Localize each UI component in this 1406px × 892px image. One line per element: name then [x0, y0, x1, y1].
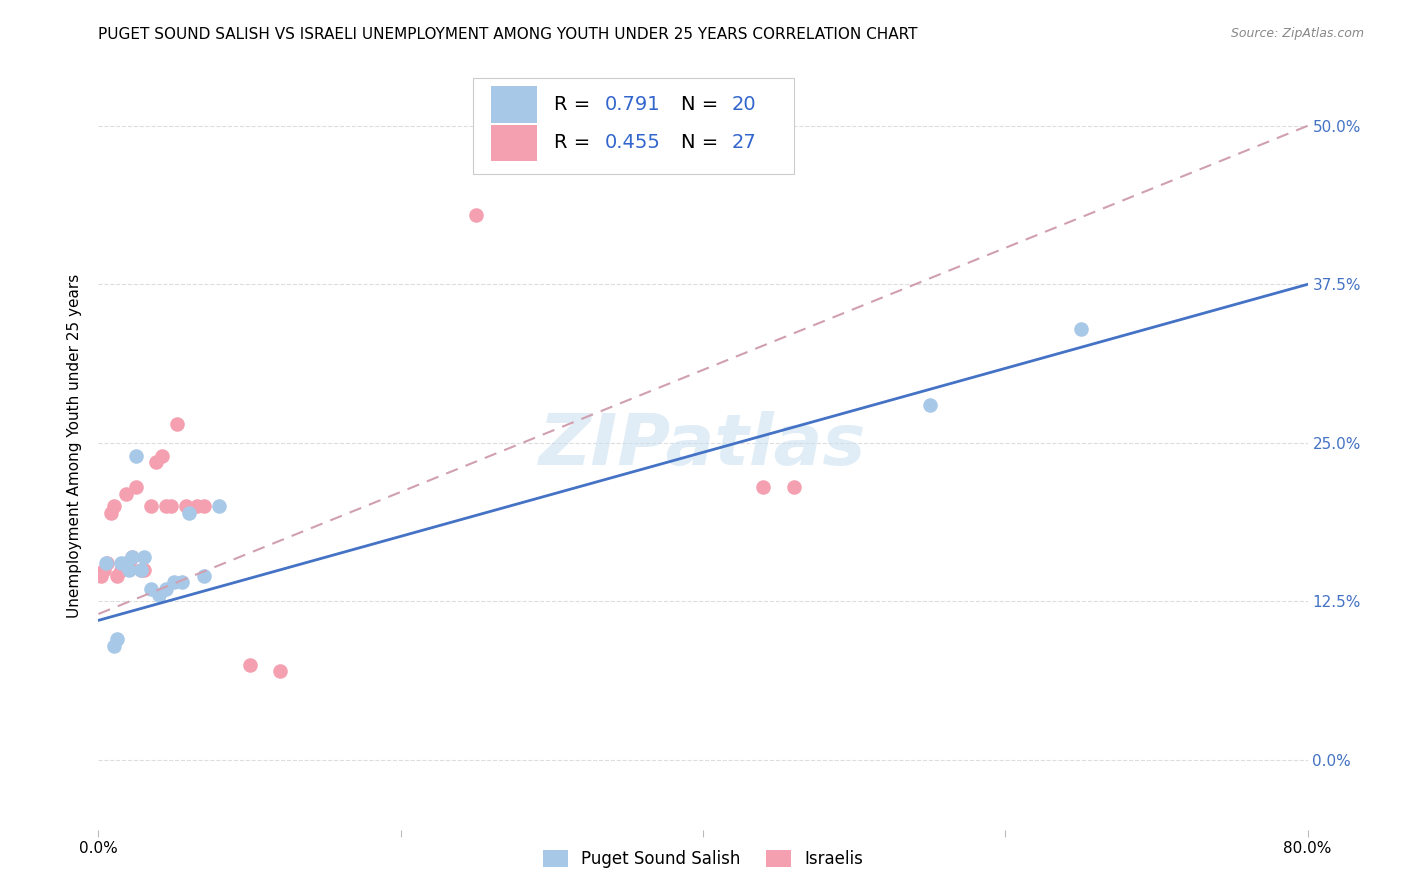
Text: 0.791: 0.791: [605, 95, 661, 114]
Point: [132, 549, 155, 564]
FancyBboxPatch shape: [474, 78, 793, 174]
Point: [90, 569, 112, 583]
Point: [110, 556, 132, 570]
Point: [114, 556, 136, 570]
Point: [125, 480, 148, 494]
Point: [163, 575, 186, 590]
Point: [193, 569, 215, 583]
Text: R =: R =: [554, 134, 596, 153]
Point: [96, 556, 118, 570]
Text: 20: 20: [733, 95, 756, 114]
Point: [93, 563, 115, 577]
Point: [186, 500, 208, 514]
Text: N =: N =: [682, 134, 724, 153]
Point: [174, 500, 197, 514]
Point: [103, 639, 125, 653]
Point: [269, 664, 291, 678]
Point: [783, 480, 806, 494]
Point: [145, 455, 167, 469]
Point: [166, 417, 188, 431]
Point: [179, 506, 201, 520]
Point: [125, 449, 148, 463]
Text: 0.455: 0.455: [605, 134, 661, 153]
Point: [121, 549, 143, 564]
Point: [129, 563, 152, 577]
Point: [103, 500, 125, 514]
Point: [148, 588, 170, 602]
Point: [118, 556, 141, 570]
FancyBboxPatch shape: [492, 125, 537, 161]
Point: [239, 657, 262, 672]
Point: [141, 500, 163, 514]
Point: [129, 563, 152, 577]
Point: [141, 582, 163, 596]
Point: [160, 500, 183, 514]
FancyBboxPatch shape: [492, 87, 537, 123]
Point: [918, 398, 941, 412]
Point: [170, 575, 193, 590]
Point: [465, 208, 488, 222]
Point: [118, 563, 141, 577]
Point: [155, 582, 177, 596]
Point: [132, 563, 155, 577]
Text: N =: N =: [682, 95, 724, 114]
Point: [94, 556, 117, 570]
Point: [208, 500, 231, 514]
Point: [121, 549, 143, 564]
Point: [193, 500, 215, 514]
Point: [100, 506, 122, 520]
Point: [114, 486, 136, 500]
Text: ZIPatlas: ZIPatlas: [540, 411, 866, 481]
Text: 27: 27: [733, 134, 756, 153]
Text: PUGET SOUND SALISH VS ISRAELI UNEMPLOYMENT AMONG YOUTH UNDER 25 YEARS CORRELATIO: PUGET SOUND SALISH VS ISRAELI UNEMPLOYME…: [98, 27, 918, 42]
Text: R =: R =: [554, 95, 596, 114]
Point: [1070, 322, 1092, 336]
Point: [105, 632, 128, 647]
Legend: Puget Sound Salish, Israelis: Puget Sound Salish, Israelis: [536, 843, 870, 875]
Point: [150, 449, 173, 463]
Point: [752, 480, 775, 494]
Y-axis label: Unemployment Among Youth under 25 years: Unemployment Among Youth under 25 years: [67, 274, 83, 618]
Text: Source: ZipAtlas.com: Source: ZipAtlas.com: [1230, 27, 1364, 40]
Point: [155, 500, 177, 514]
Point: [110, 563, 132, 577]
Point: [105, 569, 128, 583]
